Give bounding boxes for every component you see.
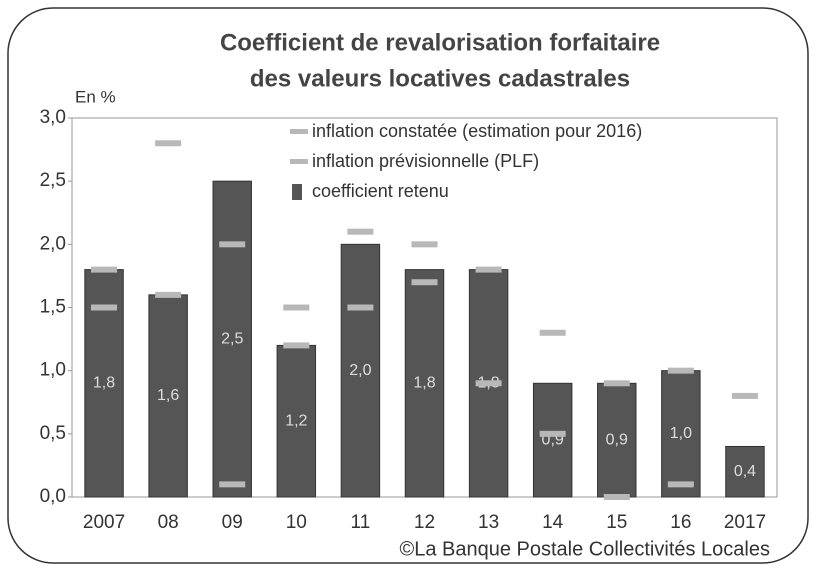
marker [539, 430, 566, 437]
x-tick-label: 08 [158, 512, 179, 533]
data-label: 1,8 [413, 375, 435, 392]
x-tick-label: 2017 [724, 512, 766, 533]
data-label: 2,5 [221, 330, 243, 347]
marker [667, 481, 694, 488]
x-tick-label: 15 [606, 512, 627, 533]
data-label: 2,0 [349, 362, 371, 379]
marker [155, 140, 182, 147]
data-label: 0,9 [606, 431, 628, 448]
bar [661, 370, 701, 498]
bar [276, 344, 317, 498]
marker [283, 342, 310, 349]
marker [347, 304, 374, 311]
legend-label: inflation constatée (estimation pour 201… [312, 121, 642, 141]
x-tick-label: 14 [542, 512, 564, 533]
bar [148, 294, 188, 498]
marker [91, 304, 118, 311]
marker [219, 481, 246, 488]
legend-swatch [290, 159, 308, 164]
legend-label: inflation prévisionnelle (PLF) [312, 151, 539, 171]
source: ©La Banque Postale Collectivités Locales [399, 538, 770, 560]
legend-swatch [290, 129, 308, 134]
y-axis-label: En % [75, 87, 116, 106]
data-label: 1,2 [285, 412, 307, 429]
marker [283, 304, 310, 311]
bar [532, 382, 573, 498]
x-tick-label: 13 [478, 512, 499, 533]
legend-swatch [292, 184, 302, 200]
data-label: 0,4 [734, 463, 756, 480]
marker [539, 329, 566, 336]
data-label: 1,8 [93, 375, 115, 392]
chart-title: Coefficient de revalorisation forfaitair… [220, 29, 660, 56]
x-tick-label: 12 [414, 512, 435, 533]
y-tick-label: 1,5 [40, 297, 66, 318]
bar [212, 180, 252, 498]
marker [731, 392, 758, 399]
x-tick-label: 16 [670, 512, 691, 533]
x-tick-label: 11 [351, 512, 371, 533]
y-tick-label: 1,0 [40, 360, 66, 381]
data-label: 1,6 [157, 387, 179, 404]
bar [404, 269, 445, 498]
marker [411, 279, 438, 286]
data-label: 1,0 [670, 425, 692, 442]
marker [603, 494, 630, 500]
y-tick-label: 2,0 [40, 233, 66, 254]
marker [347, 228, 374, 235]
marker [219, 241, 246, 248]
legend-label: coefficient retenu [312, 181, 449, 201]
x-tick-label: 2007 [83, 512, 125, 533]
chart-title: des valeurs locatives cadastrales [250, 65, 630, 92]
y-tick-label: 3,0 [40, 107, 66, 128]
marker [667, 367, 694, 374]
marker [91, 266, 118, 273]
marker [475, 266, 502, 273]
y-tick-label: 0,5 [40, 423, 66, 444]
x-tick-label: 10 [286, 512, 307, 533]
bar [340, 243, 381, 498]
y-tick-label: 0,0 [40, 486, 66, 507]
marker [155, 291, 182, 298]
marker [475, 380, 502, 387]
bar [725, 445, 765, 498]
marker [411, 241, 438, 248]
marker [603, 380, 630, 387]
y-tick-label: 2,5 [40, 170, 66, 191]
bar [597, 382, 637, 498]
x-tick-label: 09 [222, 512, 243, 533]
